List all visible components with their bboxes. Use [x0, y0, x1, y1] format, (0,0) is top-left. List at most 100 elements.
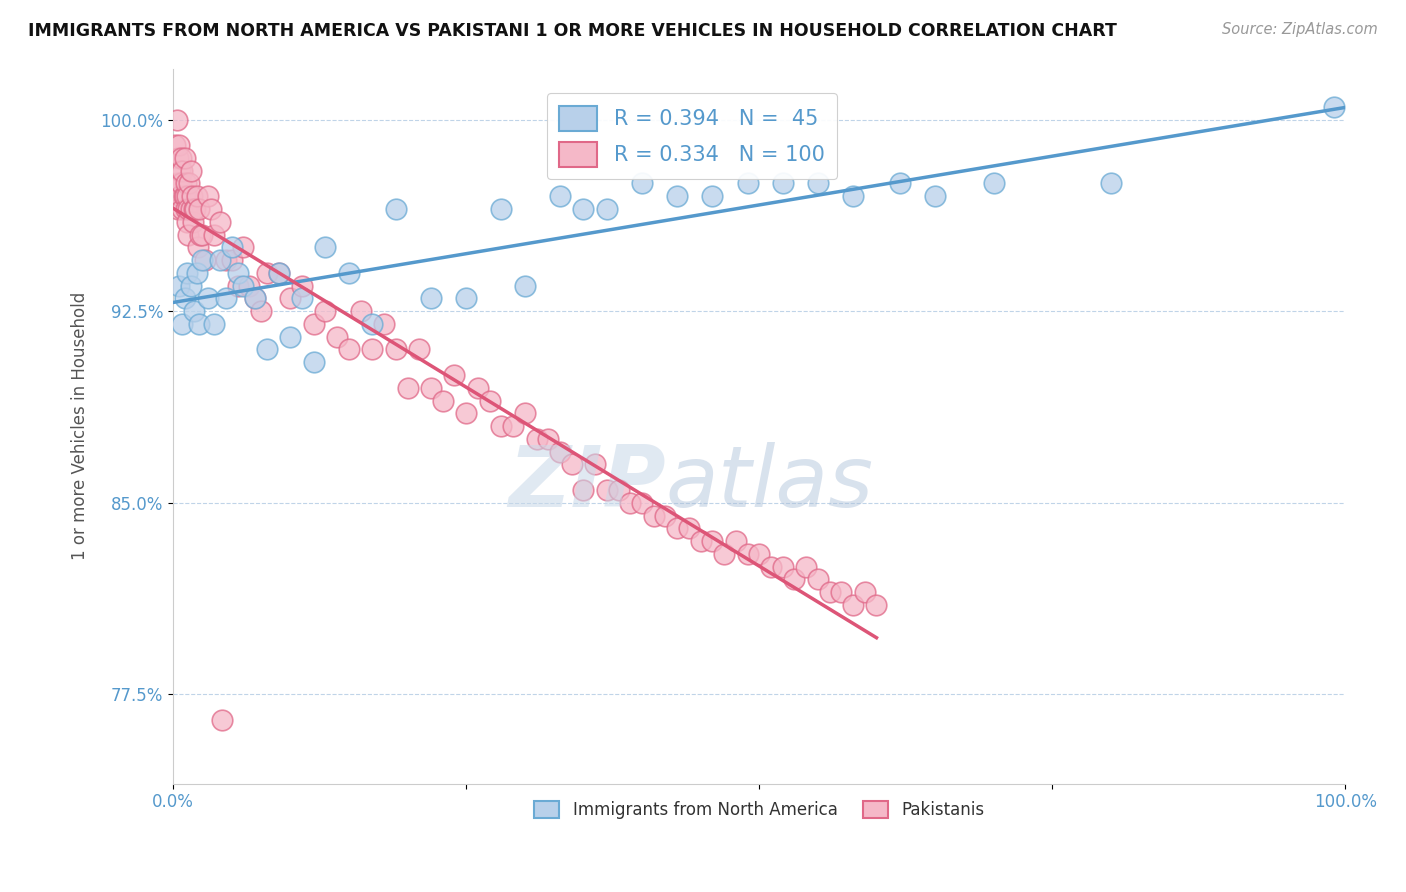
Point: [302, 355, 325, 369]
Point: [176, 189, 198, 203]
Point: [456, 292, 478, 306]
Point: [807, 177, 830, 191]
Point: [596, 202, 619, 216]
Point: [167, 138, 190, 153]
Point: [350, 304, 373, 318]
Point: [772, 559, 794, 574]
Point: [180, 163, 202, 178]
Point: [250, 304, 273, 318]
Point: [702, 189, 724, 203]
Point: [176, 215, 198, 229]
Point: [713, 547, 735, 561]
Point: [194, 253, 217, 268]
Point: [420, 292, 443, 306]
Point: [278, 329, 301, 343]
Point: [267, 266, 290, 280]
Point: [173, 292, 195, 306]
Point: [226, 266, 249, 280]
Point: [166, 112, 188, 127]
Point: [631, 496, 654, 510]
Point: [889, 177, 911, 191]
Point: [678, 521, 700, 535]
Text: Source: ZipAtlas.com: Source: ZipAtlas.com: [1222, 22, 1378, 37]
Point: [314, 304, 336, 318]
Point: [420, 381, 443, 395]
Point: [215, 253, 238, 268]
Point: [197, 189, 219, 203]
Point: [166, 177, 188, 191]
Point: [278, 292, 301, 306]
Point: [654, 508, 676, 523]
Point: [187, 317, 209, 331]
Point: [173, 151, 195, 165]
Point: [643, 508, 665, 523]
Point: [186, 189, 208, 203]
Point: [172, 317, 194, 331]
Point: [561, 458, 583, 472]
Point: [548, 444, 571, 458]
Point: [208, 253, 231, 268]
Point: [702, 534, 724, 549]
Point: [842, 189, 865, 203]
Point: [830, 585, 852, 599]
Point: [177, 227, 200, 242]
Point: [211, 713, 233, 727]
Point: [202, 317, 225, 331]
Point: [267, 266, 290, 280]
Point: [166, 151, 188, 165]
Point: [165, 138, 187, 153]
Point: [689, 534, 711, 549]
Point: [853, 585, 876, 599]
Point: [737, 547, 759, 561]
Point: [478, 393, 501, 408]
Point: [238, 278, 260, 293]
Point: [572, 483, 595, 497]
Point: [187, 240, 209, 254]
Point: [572, 202, 595, 216]
Point: [181, 215, 204, 229]
Legend: Immigrants from North America, Pakistanis: Immigrants from North America, Pakistani…: [527, 794, 991, 825]
Point: [256, 266, 278, 280]
Point: [167, 278, 190, 293]
Point: [183, 202, 205, 216]
Point: [326, 329, 349, 343]
Point: [526, 432, 548, 446]
Point: [983, 177, 1005, 191]
Point: [443, 368, 465, 382]
Point: [794, 559, 817, 574]
Point: [170, 151, 193, 165]
Point: [491, 202, 513, 216]
Point: [783, 573, 806, 587]
Point: [548, 189, 571, 203]
Point: [208, 215, 231, 229]
Y-axis label: 1 or more Vehicles in Household: 1 or more Vehicles in Household: [72, 292, 89, 560]
Point: [1099, 177, 1122, 191]
Point: [373, 317, 395, 331]
Point: [631, 177, 654, 191]
Point: [202, 227, 225, 242]
Point: [537, 432, 560, 446]
Point: [256, 343, 278, 357]
Point: [167, 177, 190, 191]
Point: [174, 202, 197, 216]
Point: [361, 317, 384, 331]
Point: [361, 343, 384, 357]
Point: [173, 189, 195, 203]
Point: [513, 278, 536, 293]
Point: [172, 163, 194, 178]
Point: [302, 317, 325, 331]
Point: [666, 189, 689, 203]
Point: [172, 202, 194, 216]
Point: [396, 381, 419, 395]
Point: [865, 598, 887, 612]
Point: [807, 573, 830, 587]
Point: [724, 534, 747, 549]
Point: [197, 292, 219, 306]
Point: [291, 292, 314, 306]
Point: [748, 547, 770, 561]
Text: atlas: atlas: [665, 442, 873, 524]
Point: [226, 278, 249, 293]
Point: [215, 292, 238, 306]
Point: [737, 177, 759, 191]
Point: [432, 393, 454, 408]
